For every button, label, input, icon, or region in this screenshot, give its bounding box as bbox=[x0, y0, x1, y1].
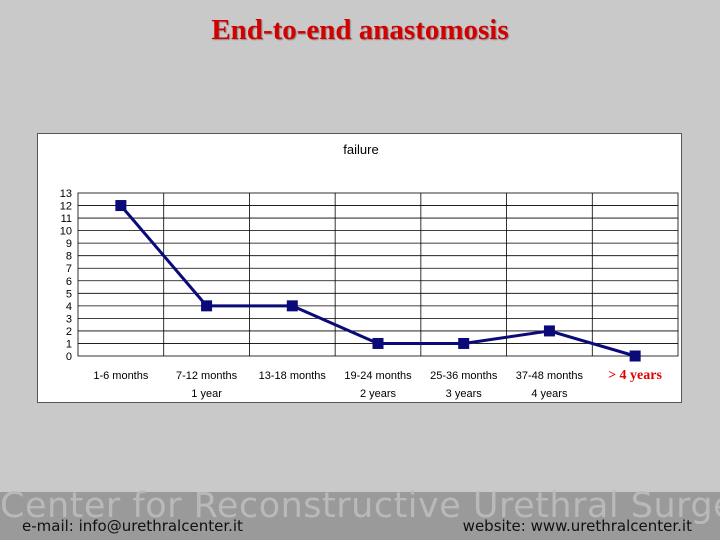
footer-website: website: www.urethralcenter.it bbox=[462, 517, 692, 535]
x-tick-sublabel: 1 year bbox=[191, 388, 222, 400]
data-point bbox=[543, 325, 555, 337]
data-point bbox=[286, 300, 298, 312]
y-tick-label: 9 bbox=[66, 238, 72, 250]
y-tick-label: 2 bbox=[66, 326, 72, 338]
footer-watermark: Center for Reconstructive Urethral Surge… bbox=[0, 486, 720, 526]
footer-email: e-mail: info@urethralcenter.it bbox=[22, 517, 243, 535]
y-tick-label: 5 bbox=[66, 288, 72, 300]
x-tick-label: 13-18 months bbox=[259, 370, 327, 382]
y-tick-label: 11 bbox=[61, 213, 72, 225]
chart-frame: failure 0 1 2 3 4 5 6 7 8 9 10 11 12 13 1-6 months 7-1… bbox=[37, 133, 682, 403]
x-tick-label: 37-48 months bbox=[516, 370, 584, 382]
y-tick-label: 0 bbox=[66, 351, 72, 363]
x-tick-sublabel: 3 years bbox=[446, 388, 483, 400]
annotation-over-4-years: > 4 years bbox=[608, 368, 662, 383]
x-tick-label: 25-36 months bbox=[430, 370, 498, 382]
x-tick-sublabel: 4 years bbox=[531, 388, 568, 400]
slide-title: End-to-end anastomosis bbox=[211, 14, 509, 46]
x-tick-label: 1-6 months bbox=[93, 370, 149, 382]
y-tick-label: 8 bbox=[66, 251, 72, 263]
data-point bbox=[458, 337, 470, 349]
y-tick-label: 13 bbox=[60, 188, 72, 200]
y-tick-label: 1 bbox=[66, 338, 72, 350]
data-point bbox=[115, 200, 127, 212]
series-layer bbox=[115, 200, 641, 362]
x-tick-label: 7-12 months bbox=[176, 370, 238, 382]
data-point bbox=[629, 350, 641, 362]
footer-band bbox=[0, 492, 720, 540]
y-tick-label: 6 bbox=[66, 276, 72, 288]
x-tick-labels: 1-6 months 7-12 months 1 year 13-18 months 1… bbox=[93, 370, 583, 400]
plot-area-border bbox=[77, 192, 679, 357]
y-tick-label: 7 bbox=[66, 263, 72, 275]
x-tick-label: 19-24 months bbox=[344, 370, 412, 382]
x-tick-sublabel: 2 years bbox=[360, 388, 397, 400]
chart-title: failure bbox=[343, 142, 378, 157]
data-point bbox=[372, 337, 384, 349]
y-tick-label: 10 bbox=[60, 226, 72, 238]
data-point bbox=[201, 300, 213, 312]
grid-layer bbox=[77, 192, 679, 357]
y-tick-label: 4 bbox=[66, 301, 72, 313]
y-tick-label: 12 bbox=[60, 201, 72, 213]
y-tick-label: 3 bbox=[66, 313, 72, 325]
